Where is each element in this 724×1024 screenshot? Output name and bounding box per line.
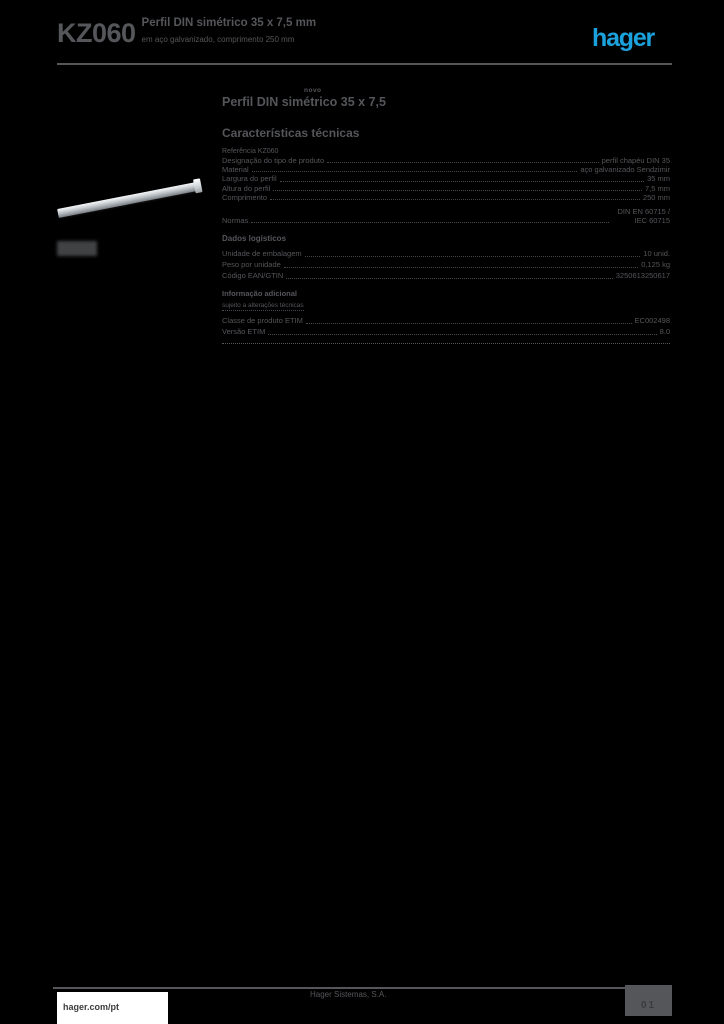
din-rail-graphic	[57, 178, 203, 218]
reference-note: Referência KZ060	[222, 148, 279, 155]
footer-company-text: Hager Sistemas, S.A.	[310, 990, 387, 999]
spec-value: DIN EN 60715 / IEC 60715	[617, 207, 670, 226]
spec-value: 3250613250617	[615, 271, 670, 281]
spec-group-etim: Classe de produto ETIM EC002498 Versão E…	[222, 315, 670, 337]
din-rail-endcap	[193, 178, 203, 194]
product-title: Perfil DIN simétrico 35 x 7,5	[222, 95, 386, 109]
spec-row: Material aço galvanizado Sendzimir	[222, 165, 670, 174]
spec-value: perfil chapéu DIN 35	[601, 156, 670, 165]
spec-label: Comprimento	[222, 192, 268, 202]
dotted-leader	[283, 262, 639, 269]
header-description-line2: em aço galvanizado, comprimento 250 mm	[141, 35, 295, 44]
spec-label: Código EAN/GTIN	[222, 271, 284, 281]
hager-website-link[interactable]: hager.com/pt	[63, 1002, 120, 1012]
page-number-badge: 01	[625, 985, 672, 1016]
spec-value: 250 mm	[642, 192, 670, 202]
spec-row: Largura do perfil 35 mm	[222, 174, 670, 183]
footer-divider	[53, 987, 672, 989]
bottom-dotted-divider	[222, 343, 670, 345]
spec-row: Versão ETIM 8.0	[222, 326, 670, 337]
dotted-leader	[251, 166, 578, 173]
spec-row: Unidade de embalagem 10 unid.	[222, 248, 670, 259]
product-image-shadow	[57, 241, 97, 256]
spec-value: 0,125 kg	[641, 260, 670, 270]
spec-label: Peso por unidade	[222, 260, 281, 270]
spec-row: Peso por unidade 0,125 kg	[222, 259, 670, 270]
spec-label: Altura do perfil	[222, 183, 271, 193]
product-reference: KZ060	[57, 18, 136, 48]
spec-row: Comprimento 250 mm	[222, 193, 670, 202]
spec-label: Normas	[222, 216, 249, 226]
page-number: 01	[640, 1000, 657, 1011]
header-divider	[57, 63, 672, 65]
new-product-badge: novo	[304, 87, 322, 94]
spec-label: Material	[222, 165, 249, 175]
hager-logo: hager	[592, 24, 655, 52]
header: KZ060 Perfil DIN simétrico 35 x 7,5 mm e…	[57, 13, 316, 53]
spec-row: Código EAN/GTIN 3250613250617	[222, 270, 670, 281]
spec-group-logistics: Unidade de embalagem 10 unid. Peso por u…	[222, 248, 670, 281]
dotted-leader	[286, 273, 613, 280]
additional-info-label: Informação adicional	[222, 289, 298, 299]
spec-value: 35 mm	[647, 174, 670, 184]
spec-label: Classe de produto ETIM	[222, 316, 303, 326]
dotted-leader	[273, 185, 642, 191]
spec-value: aço galvanizado Sendzimir	[580, 165, 670, 175]
dotted-leader	[251, 217, 609, 224]
spec-row: Designação do tipo de produto perfil cha…	[222, 156, 670, 165]
spec-value: 7,5 mm	[644, 183, 670, 193]
dotted-leader	[305, 318, 632, 325]
spec-row-norma: Normas DIN EN 60715 / IEC 60715	[222, 207, 670, 225]
dotted-leader	[327, 157, 599, 164]
spec-value: 8.0	[659, 327, 670, 337]
footer-site-box: hager.com/pt	[57, 992, 168, 1024]
additional-info-note: sujeito a alterações técnicas	[222, 302, 304, 312]
product-image	[55, 178, 207, 263]
spec-value: 10 unid.	[643, 249, 670, 259]
section-heading-technical: Características técnicas	[222, 126, 360, 140]
dotted-leader	[304, 251, 641, 258]
spec-row: Altura do perfil 7,5 mm	[222, 184, 670, 193]
spec-value: EC002498	[634, 316, 670, 326]
spec-row: Classe de produto ETIM EC002498	[222, 315, 670, 326]
dotted-leader	[279, 176, 645, 182]
dotted-leader	[268, 329, 657, 336]
spec-label: Designação do tipo de produto	[222, 156, 325, 165]
spec-label: Versão ETIM	[222, 327, 266, 337]
spec-label: Unidade de embalagem	[222, 249, 302, 259]
spec-label: Largura do perfil	[222, 174, 277, 184]
spec-group-technical: Designação do tipo de produto perfil cha…	[222, 156, 670, 202]
header-description: Perfil DIN simétrico 35 x 7,5 mm em aço …	[142, 13, 317, 45]
dotted-leader	[270, 194, 640, 201]
header-description-line1: Perfil DIN simétrico 35 x 7,5 mm	[141, 17, 317, 29]
spec-table: Designação do tipo de produto perfil cha…	[222, 156, 670, 345]
section-heading-logistics: Dados logísticos	[222, 234, 287, 244]
